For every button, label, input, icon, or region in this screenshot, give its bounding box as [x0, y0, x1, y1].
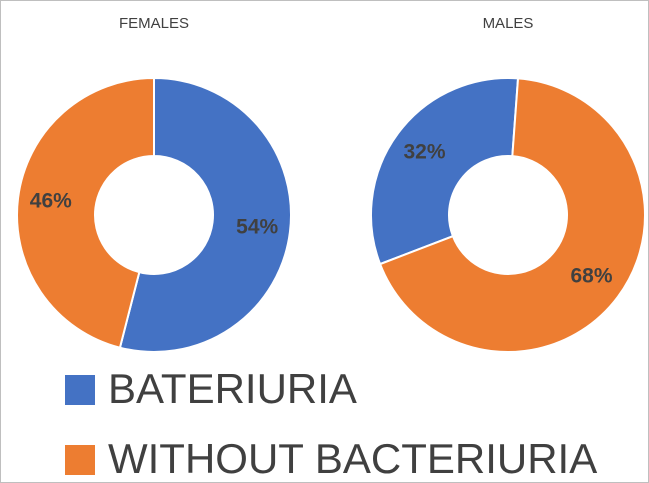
legend-label: WITHOUT BACTERIURIA	[108, 435, 597, 482]
donut-slice	[370, 77, 520, 266]
value-label: 46%	[30, 190, 72, 213]
value-label: 68%	[570, 265, 612, 288]
legend-label: BATERIURIA	[108, 365, 357, 412]
chart-title: FEMALES	[119, 15, 189, 32]
legend-swatch	[65, 445, 95, 475]
chart-title: MALES	[483, 15, 534, 32]
donut-slice	[16, 76, 155, 349]
value-label: 32%	[403, 141, 445, 164]
value-label: 54%	[236, 216, 278, 239]
donut-slice	[118, 76, 292, 353]
legend-swatch	[65, 375, 95, 405]
donut-slice	[378, 77, 646, 353]
